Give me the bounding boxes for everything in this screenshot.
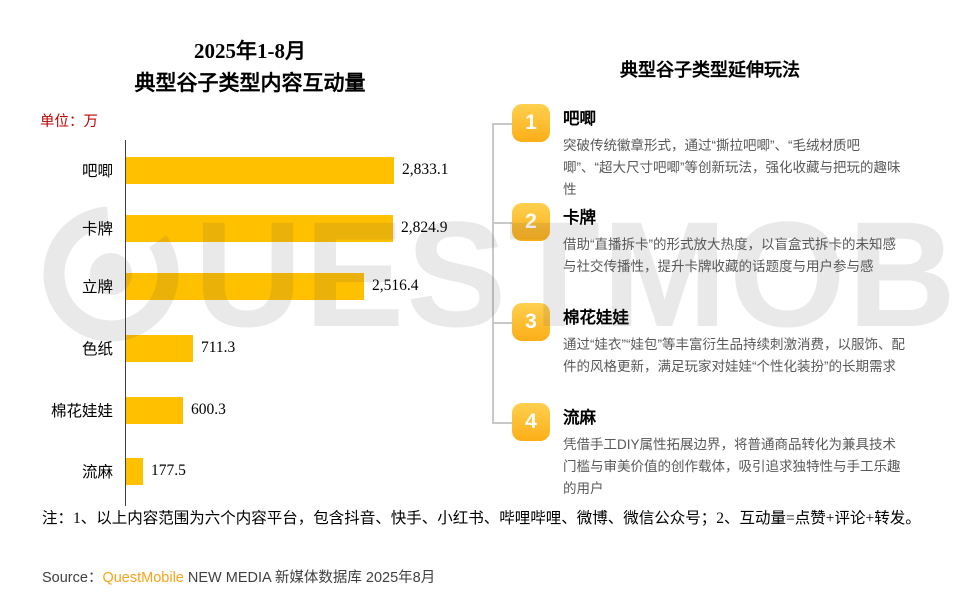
right-panel-title: 典型谷子类型延伸玩法 (620, 60, 800, 80)
unit-label: 单位：万 (40, 114, 98, 130)
connector-tick (492, 222, 512, 224)
bar-category-label: 卡牌 (81, 221, 113, 238)
item-content: 吧唧 突破传统徽章形式，通过“撕拉吧唧”、“毛绒材质吧唧”、“超大尺寸吧唧”等创… (563, 104, 905, 201)
source-suffix: NEW MEDIA 新媒体数据库 2025年8月 (183, 570, 436, 586)
chart-title-line1: 2025年1-8月 (194, 39, 306, 63)
play-item: 4 流麻 凭借手工DIY属性拓展边界，将普通商品转化为兼具技术门槛与审美价值的创… (512, 403, 920, 500)
bar-row: 吧唧 2,833.1 (40, 156, 480, 184)
item-number-badge: 4 (512, 403, 550, 441)
play-item: 2 卡牌 借助“直播拆卡”的形式放大热度，以盲盒式拆卡的未知感与社交传播性，提升… (512, 203, 920, 278)
bar-category-label: 立牌 (81, 279, 113, 296)
footnote: 注：1、以上内容范围为六个内容平台，包含抖音、快手、小红书、哔哩哔哩、微博、微信… (42, 510, 921, 527)
bar-fill (126, 214, 393, 242)
item-title: 吧唧 (563, 109, 596, 128)
item-content: 流麻 凭借手工DIY属性拓展边界，将普通商品转化为兼具技术门槛与审美价值的创作载… (563, 403, 905, 500)
item-content: 棉花娃娃 通过“娃衣”“娃包”等丰富衍生品持续刺激消费，以服饰、配件的风格更新，… (563, 303, 905, 378)
item-number-badge: 1 (512, 104, 550, 142)
play-item: 1 吧唧 突破传统徽章形式，通过“撕拉吧唧”、“毛绒材质吧唧”、“超大尺寸吧唧”… (512, 104, 920, 201)
item-desc: 突破传统徽章形式，通过“撕拉吧唧”、“毛绒材质吧唧”、“超大尺寸吧唧”等创新玩法… (563, 138, 901, 197)
item-number-badge: 2 (512, 203, 550, 241)
source-line: Source：QuestMobile NEW MEDIA 新媒体数据库 2025… (42, 566, 435, 587)
bar-row: 流麻 177.5 (40, 457, 480, 485)
bar-value-label: 711.3 (201, 339, 236, 356)
connector-vertical-line (492, 123, 494, 423)
item-title: 卡牌 (563, 208, 596, 227)
source-label: Source： (42, 570, 103, 586)
play-item: 3 棉花娃娃 通过“娃衣”“娃包”等丰富衍生品持续刺激消费，以服饰、配件的风格更… (512, 303, 920, 378)
chart-title: 2025年1-8月 典型谷子类型内容互动量 (40, 36, 460, 99)
bar-category-label: 吧唧 (81, 163, 113, 180)
bar-value-label: 2,516.4 (372, 277, 419, 294)
item-desc: 借助“直播拆卡”的形式放大热度，以盲盒式拆卡的未知感与社交传播性，提升卡牌收藏的… (563, 237, 896, 274)
bar-row: 色纸 711.3 (40, 334, 480, 362)
bar-value-label: 2,833.1 (402, 161, 449, 178)
bar-fill (126, 396, 183, 424)
bar-value-label: 600.3 (191, 401, 226, 418)
item-number-badge: 3 (512, 303, 550, 341)
bar-fill (126, 156, 394, 184)
bar-row: 棉花娃娃 600.3 (40, 396, 480, 424)
bar-row: 立牌 2,516.4 (40, 272, 480, 300)
source-brand: QuestMobile (102, 570, 184, 586)
item-title: 棉花娃娃 (563, 308, 629, 327)
chart-title-line2: 典型谷子类型内容互动量 (134, 70, 366, 95)
item-desc: 凭借手工DIY属性拓展边界，将普通商品转化为兼具技术门槛与审美价值的创作载体，吸… (563, 437, 901, 496)
bar-category-label: 棉花娃娃 (50, 403, 113, 420)
y-axis-line (125, 140, 126, 506)
bar-fill (126, 457, 143, 485)
bar-category-label: 色纸 (81, 341, 113, 358)
connector-tick (492, 123, 512, 125)
item-desc: 通过“娃衣”“娃包”等丰富衍生品持续刺激消费，以服饰、配件的风格更新，满足玩家对… (563, 337, 905, 374)
item-content: 卡牌 借助“直播拆卡”的形式放大热度，以盲盒式拆卡的未知感与社交传播性，提升卡牌… (563, 203, 905, 278)
connector-tick (492, 322, 512, 324)
bar-value-label: 2,824.9 (401, 219, 448, 236)
connector-tick (492, 422, 512, 424)
bar-row: 卡牌 2,824.9 (40, 214, 480, 242)
bar-fill (126, 272, 364, 300)
bar-value-label: 177.5 (151, 462, 186, 479)
bar-fill (126, 334, 193, 362)
bar-category-label: 流麻 (81, 464, 113, 481)
item-title: 流麻 (563, 408, 596, 427)
